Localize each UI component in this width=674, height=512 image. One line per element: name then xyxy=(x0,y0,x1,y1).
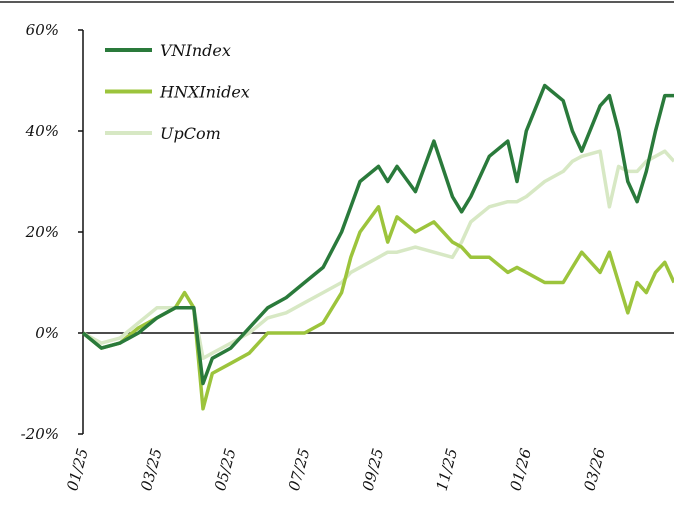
x-tick-label: 09/25 xyxy=(359,446,388,492)
y-tick-label: 0% xyxy=(35,324,59,342)
series-line xyxy=(81,83,674,386)
x-tick-label: 05/25 xyxy=(211,446,240,492)
legend-label: VNIndex xyxy=(160,41,231,60)
x-tick-label: 01/26 xyxy=(507,446,536,493)
x-tick-label: 11/25 xyxy=(433,446,462,492)
x-tick-label: 03/25 xyxy=(137,446,166,492)
legend-label: UpCom xyxy=(160,124,221,143)
x-tick-label: 01/25 xyxy=(63,446,92,492)
legend-label: HNXInidex xyxy=(159,83,250,102)
y-tick-label: 40% xyxy=(25,122,59,140)
x-tick-label: 07/25 xyxy=(285,446,314,492)
y-tick-label: 60% xyxy=(26,21,59,39)
x-tick-label: 03/26 xyxy=(580,446,609,493)
y-tick-label: 20% xyxy=(25,223,59,241)
y-tick-label: -20% xyxy=(21,425,59,443)
